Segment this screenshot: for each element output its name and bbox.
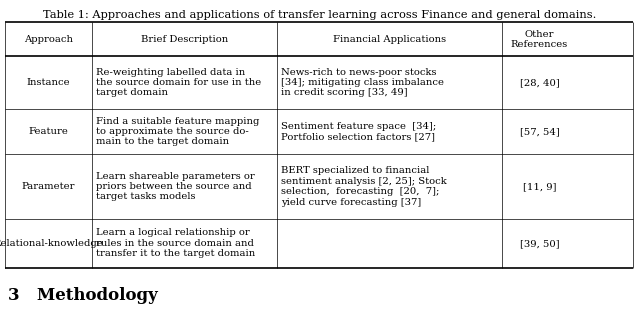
- Text: Learn a logical relationship or
rules in the source domain and
transfer it to th: Learn a logical relationship or rules in…: [95, 228, 255, 258]
- Text: BERT specialized to financial
sentiment analysis [2, 25]; Stock
selection,  fore: BERT specialized to financial sentiment …: [281, 166, 447, 207]
- Text: 3   Methodology: 3 Methodology: [8, 287, 157, 304]
- Text: Learn shareable parameters or
priors between the source and
target tasks models: Learn shareable parameters or priors bet…: [95, 171, 255, 201]
- Text: Financial Applications: Financial Applications: [333, 35, 446, 44]
- Text: Sentiment feature space  [34];
Portfolio selection factors [27]: Sentiment feature space [34]; Portfolio …: [281, 122, 436, 141]
- Text: [28, 40]: [28, 40]: [520, 78, 559, 87]
- Text: Parameter: Parameter: [22, 182, 75, 191]
- Text: Find a suitable feature mapping
to approximate the source do-
main to the target: Find a suitable feature mapping to appro…: [95, 117, 259, 146]
- Text: News-rich to news-poor stocks
[34]; mitigating class imbalance
in credit scoring: News-rich to news-poor stocks [34]; miti…: [281, 68, 444, 97]
- Text: Feature: Feature: [28, 127, 68, 136]
- Text: Approach: Approach: [24, 35, 73, 44]
- Text: [57, 54]: [57, 54]: [520, 127, 559, 136]
- Text: [11, 9]: [11, 9]: [523, 182, 556, 191]
- Text: Brief Description: Brief Description: [141, 35, 228, 44]
- Text: [39, 50]: [39, 50]: [520, 239, 559, 248]
- Text: Relational-knowledge: Relational-knowledge: [0, 239, 103, 248]
- Text: Table 1: Approaches and applications of transfer learning across Finance and gen: Table 1: Approaches and applications of …: [44, 10, 596, 20]
- Text: Instance: Instance: [26, 78, 70, 87]
- Text: Other
References: Other References: [511, 29, 568, 49]
- Text: Re-weighting labelled data in
the source domain for use in the
target domain: Re-weighting labelled data in the source…: [95, 68, 261, 97]
